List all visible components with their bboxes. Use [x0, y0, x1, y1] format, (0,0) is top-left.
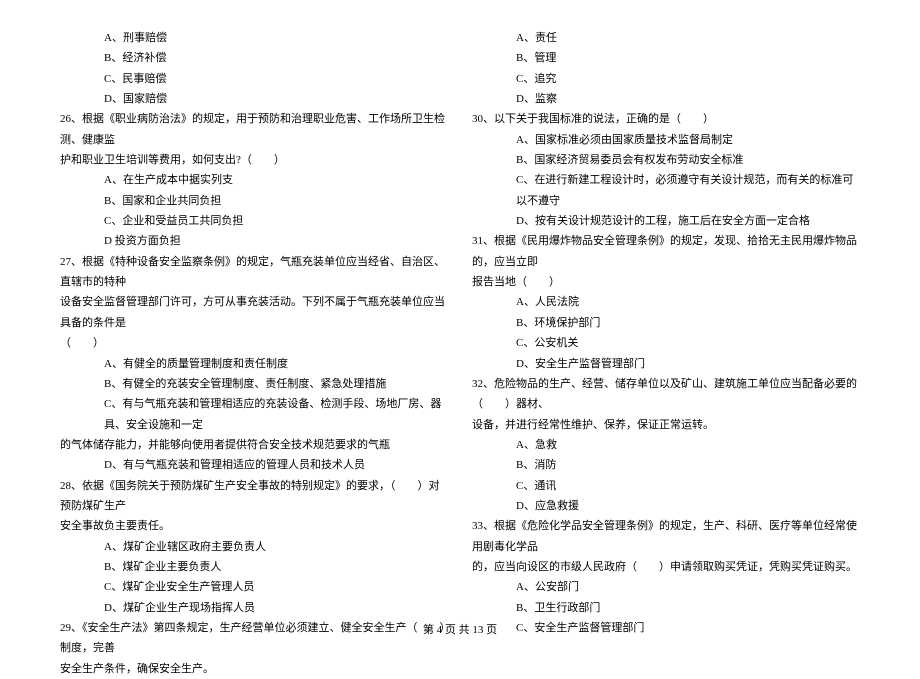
option: B、煤矿企业主要负责人 [60, 557, 448, 577]
option: C、公安机关 [472, 333, 860, 353]
page-container: A、刑事赔偿 B、经济补偿 C、民事赔偿 D、国家赔偿 26、根据《职业病防治法… [0, 0, 920, 615]
option: B、卫生行政部门 [472, 598, 860, 618]
left-column: A、刑事赔偿 B、经济补偿 C、民事赔偿 D、国家赔偿 26、根据《职业病防治法… [48, 28, 460, 615]
option: D、应急救援 [472, 496, 860, 516]
option: B、国家和企业共同负担 [60, 191, 448, 211]
option: A、在生产成本中据实列支 [60, 170, 448, 190]
option: B、环境保护部门 [472, 313, 860, 333]
option: B、消防 [472, 455, 860, 475]
question-28-cont: 安全事故负主要责任。 [60, 516, 448, 536]
option: A、人民法院 [472, 292, 860, 312]
option: B、经济补偿 [60, 48, 448, 68]
option: D、监察 [472, 89, 860, 109]
question-26-cont: 护和职业卫生培训等费用，如何支出?（ ） [60, 150, 448, 170]
option: D、按有关设计规范设计的工程，施工后在安全方面一定合格 [472, 211, 860, 231]
question-30: 30、以下关于我国标准的说法，正确的是（ ） [472, 109, 860, 129]
option: A、急救 [472, 435, 860, 455]
option: D、安全生产监督管理部门 [472, 354, 860, 374]
option: A、刑事赔偿 [60, 28, 448, 48]
option: A、煤矿企业辖区政府主要负责人 [60, 537, 448, 557]
option: C、在进行新建工程设计时，必须遵守有关设计规范，而有关的标准可以不遵守 [472, 170, 860, 211]
option: A、公安部门 [472, 577, 860, 597]
right-column: A、责任 B、管理 C、追究 D、监察 30、以下关于我国标准的说法，正确的是（… [460, 28, 872, 615]
page-footer: 第 4 页 共 13 页 [0, 620, 920, 640]
option: D、煤矿企业生产现场指挥人员 [60, 598, 448, 618]
option: C、企业和受益员工共同负担 [60, 211, 448, 231]
option: D 投资方面负担 [60, 231, 448, 251]
question-32: 32、危险物品的生产、经营、储存单位以及矿山、建筑施工单位应当配备必要的（ ）器… [472, 374, 860, 415]
option: C、追究 [472, 69, 860, 89]
question-33: 33、根据《危险化学品安全管理条例》的规定，生产、科研、医疗等单位经常使用剧毒化… [472, 516, 860, 557]
question-31-cont: 报告当地（ ） [472, 272, 860, 292]
option: C、有与气瓶充装和管理相适应的充装设备、检测手段、场地厂房、器具、安全设施和一定 [60, 394, 448, 435]
question-28: 28、依据《国务院关于预防煤矿生产安全事故的特别规定》的要求，（ ）对预防煤矿生… [60, 476, 448, 517]
option: A、国家标准必须由国家质量技术监督局制定 [472, 130, 860, 150]
option: C、通讯 [472, 476, 860, 496]
question-27-cont: 设备安全监督管理部门许可，方可从事充装活动。下列不属于气瓶充装单位应当具备的条件… [60, 292, 448, 333]
option: C、煤矿企业安全生产管理人员 [60, 577, 448, 597]
option: B、有健全的充装安全管理制度、责任制度、紧急处理措施 [60, 374, 448, 394]
option: D、国家赔偿 [60, 89, 448, 109]
option: D、有与气瓶充装和管理相适应的管理人员和技术人员 [60, 455, 448, 475]
option: B、管理 [472, 48, 860, 68]
option: C、民事赔偿 [60, 69, 448, 89]
question-29-cont: 安全生产条件，确保安全生产。 [60, 659, 448, 679]
question-27: 27、根据《特种设备安全监察条例》的规定，气瓶充装单位应当经省、自治区、直辖市的… [60, 252, 448, 293]
question-33-cont: 的，应当向设区的市级人民政府（ ）申请领取购买凭证，凭购买凭证购买。 [472, 557, 860, 577]
question-26: 26、根据《职业病防治法》的规定，用于预防和治理职业危害、工作场所卫生检测、健康… [60, 109, 448, 150]
option: B、国家经济贸易委员会有权发布劳动安全标准 [472, 150, 860, 170]
question-27-cont2: （ ） [60, 333, 448, 353]
option-cont: 的气体储存能力，并能够向使用者提供符合安全技术规范要求的气瓶 [60, 435, 448, 455]
option: A、有健全的质量管理制度和责任制度 [60, 354, 448, 374]
question-32-cont: 设备，并进行经常性维护、保养，保证正常运转。 [472, 415, 860, 435]
option: A、责任 [472, 28, 860, 48]
question-31: 31、根据《民用爆炸物品安全管理条例》的规定，发现、拾拾无主民用爆炸物品的，应当… [472, 231, 860, 272]
